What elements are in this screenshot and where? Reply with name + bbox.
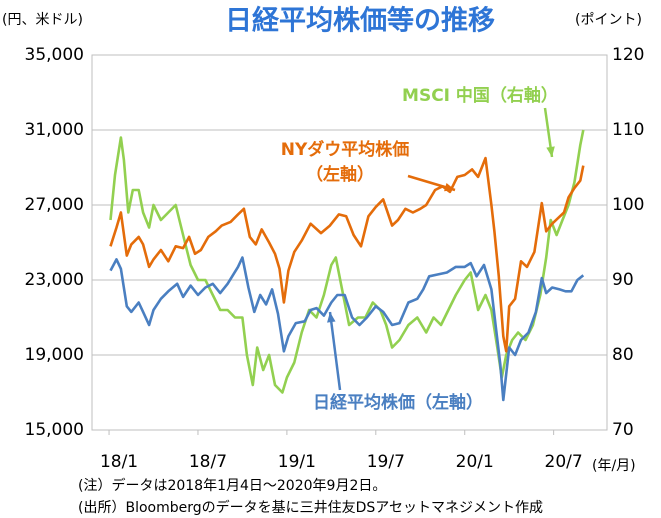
x-tick-label: 18/1	[100, 452, 138, 472]
series-label: 日経平均株価（左軸）	[313, 392, 483, 413]
chart-title: 日経平均株価等の推移	[225, 5, 495, 37]
y2-tick-label: 90	[612, 270, 634, 290]
y-tick-label: 19,000	[25, 345, 84, 365]
plot-frame	[91, 54, 608, 431]
y-unit: (円、米ドル)	[2, 12, 83, 28]
note: (注）データは2018年1月4日～2020年9月2日。	[78, 477, 386, 494]
arrow-line	[328, 311, 342, 391]
x-tick-label: 19/1	[278, 452, 316, 472]
x-tick-label: 20/7	[545, 452, 583, 472]
y2-tick-label: 100	[612, 195, 644, 215]
x-tick-label: 20/1	[456, 452, 494, 472]
annotation: （左軸）	[306, 164, 374, 185]
series-line	[109, 156, 585, 353]
y-tick-label: 35,000	[25, 45, 84, 65]
series-line	[109, 129, 585, 394]
y-tick-label: 31,000	[25, 120, 84, 140]
y-tick-label: 15,000	[25, 420, 84, 440]
series-label: NYダウ平均株価	[281, 139, 410, 160]
y-tick-label: 23,000	[25, 270, 84, 290]
y2-unit: (ポイント)	[575, 12, 642, 28]
y2-tick-label: 80	[612, 345, 634, 365]
arrow-head	[546, 146, 555, 157]
series-label: MSCI 中国（右軸）	[402, 85, 558, 106]
x-tick-label: 18/7	[189, 452, 227, 472]
y2-tick-label: 110	[612, 120, 644, 140]
note: (出所）Bloombergのデータを基に三井住友DSアセットマネジメント作成	[78, 499, 543, 516]
y2-tick-label: 120	[612, 45, 644, 65]
x-unit: (年/月)	[592, 458, 636, 474]
y2-tick-label: 70	[612, 420, 634, 440]
arrow-head	[444, 183, 455, 192]
x-tick-label: 19/7	[367, 452, 405, 472]
arrow-head	[327, 312, 336, 323]
series-line	[109, 256, 585, 402]
y-tick-label: 27,000	[25, 195, 84, 215]
